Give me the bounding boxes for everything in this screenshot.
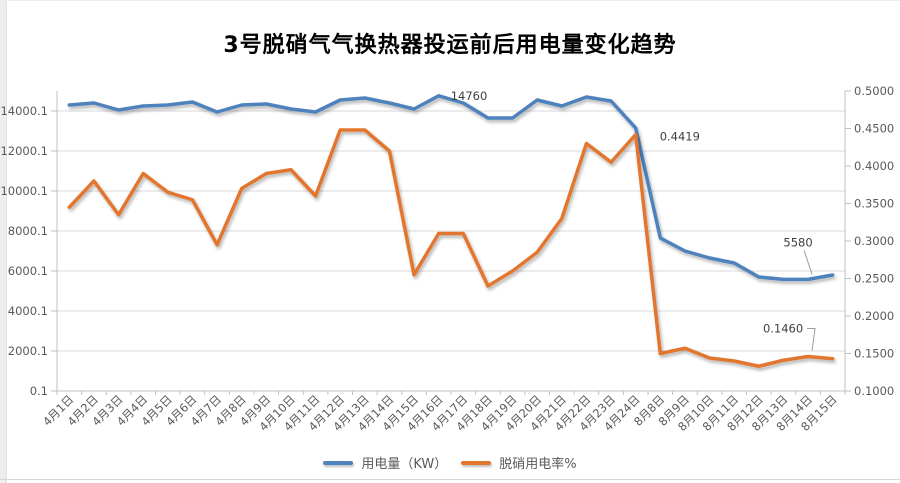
right-axis-tick-label: 0.2000 xyxy=(854,309,894,323)
left-axis-tick-label: 6000.1 xyxy=(8,264,48,278)
chart-title: 3号脱硝气气换热器投运前后用电量变化趋势 xyxy=(223,33,677,58)
right-axis-labels: 0.5000 0.4500 0.4000 0.3500 0.3000 0.2500 0.20… xyxy=(854,84,894,398)
annotation-leader-line xyxy=(807,328,816,351)
legend-swatch-consumption-icon xyxy=(323,460,354,465)
series-line-consumption xyxy=(67,94,835,282)
page-bottom-rule xyxy=(0,479,900,480)
left-axis-tick-label: 0.1 xyxy=(30,384,48,398)
annotations: 14760 0.4419 5580 0.1460 xyxy=(451,89,816,351)
right-axis-tick-label: 0.5000 xyxy=(854,84,894,98)
legend-label-rate: 脱硝用电率% xyxy=(499,457,577,472)
series-line-rate xyxy=(67,128,835,368)
left-axis-tick-label: 10000.1 xyxy=(0,184,48,198)
legend-item-rate: 脱硝用电率% xyxy=(461,453,577,472)
x-axis-labels: 4月1日4月2日4月3日4月4日4月5日4月6日4月7日4月8日4月9日4月10… xyxy=(40,392,840,434)
annotation-label: 0.1460 xyxy=(763,322,803,336)
gridlines xyxy=(57,110,845,352)
chart-legend: 用电量（KW） 脱硝用电率% xyxy=(0,453,900,472)
left-axis-tick-label: 8000.1 xyxy=(8,224,48,238)
right-axis-tick-label: 0.3000 xyxy=(854,234,894,248)
left-axis-tick-label: 4000.1 xyxy=(8,304,48,318)
left-axis-labels: 14000.1 12000.1 10000.1 8000.1 6000.1 4000.1 2… xyxy=(0,104,48,398)
right-axis-tick-label: 0.1000 xyxy=(854,384,894,398)
left-axis-tick-label: 12000.1 xyxy=(0,144,48,158)
legend-swatch-rate-icon xyxy=(461,460,492,465)
annotation-label: 14760 xyxy=(451,89,488,103)
page-edge-strip xyxy=(0,1,7,483)
axes xyxy=(51,90,851,395)
right-axis-tick-label: 0.3500 xyxy=(854,197,894,211)
left-axis-tick-label: 2000.1 xyxy=(8,344,48,358)
annotation-label: 0.4419 xyxy=(660,130,700,144)
right-axis-tick-label: 0.4500 xyxy=(854,122,894,136)
annotation-label: 5580 xyxy=(783,235,812,249)
left-axis-tick-label: 14000.1 xyxy=(0,104,48,118)
right-axis-tick-label: 0.2500 xyxy=(854,272,894,286)
legend-label-consumption: 用电量（KW） xyxy=(361,457,448,472)
annotation-leader-line xyxy=(803,250,813,275)
right-axis-tick-label: 0.1500 xyxy=(854,347,894,361)
right-axis-tick-label: 0.4000 xyxy=(854,159,894,173)
legend-item-consumption: 用电量（KW） xyxy=(323,453,447,472)
